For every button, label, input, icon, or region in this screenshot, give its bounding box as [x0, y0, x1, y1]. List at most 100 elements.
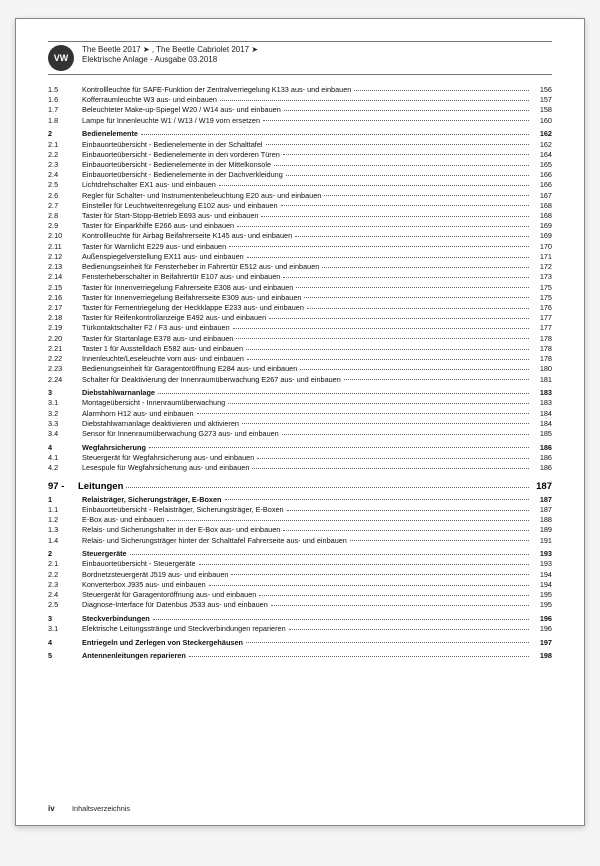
toc-page: 180: [532, 364, 552, 374]
leader-dots: [167, 520, 529, 521]
leader-dots: [246, 642, 529, 643]
page-number: iv: [48, 804, 70, 813]
toc-number: 1.3: [48, 525, 82, 535]
leader-dots: [228, 403, 529, 404]
leader-dots: [283, 154, 529, 155]
toc-title: Türkontaktschalter F2 / F3 aus- und einb…: [82, 323, 230, 333]
toc-page: 162: [532, 129, 552, 139]
toc-page: 186: [532, 453, 552, 463]
toc-title: E-Box aus- und einbauen: [82, 515, 164, 525]
toc-number: 2.16: [48, 293, 82, 303]
toc-title: Einsteller für Leuchtweitenregelung E102…: [82, 201, 278, 211]
leader-dots: [247, 257, 529, 258]
toc-row: 2.9Taster für Einparkhilfe E266 aus- und…: [48, 221, 552, 231]
toc-number: 2.12: [48, 252, 82, 262]
toc-title: Konverterbox J935 aus- und einbauen: [82, 580, 206, 590]
leader-dots: [242, 423, 529, 424]
toc-row: 2.5Diagnose-Interface für Datenbus J533 …: [48, 600, 552, 610]
toc-row: 3.1Montageübersicht - Innenraumüberwachu…: [48, 398, 552, 408]
toc-title: Einbauorteübersicht - Relaisträger, Sich…: [82, 505, 284, 515]
toc-title: Sensor für Innenraumüberwachung G273 aus…: [82, 429, 279, 439]
leader-dots: [283, 277, 529, 278]
toc-number: 2.14: [48, 272, 82, 282]
toc-page: 176: [532, 303, 552, 313]
toc-number: 4.2: [48, 463, 82, 473]
toc-title: Einbauorteübersicht - Bedienelemente in …: [82, 160, 271, 170]
toc-page: 195: [532, 600, 552, 610]
toc-title: Steckverbindungen: [82, 614, 150, 624]
toc-row: 2.11Taster für Warnlicht E229 aus- und e…: [48, 242, 552, 252]
toc-page: 175: [532, 293, 552, 303]
header-line1: The Beetle 2017 ➤ , The Beetle Cabriolet…: [82, 45, 258, 55]
section-97-header: 97 - Leitungen 187: [48, 481, 552, 492]
toc-block-1: 1.5Kontrollleuchte für SAFE-Funktion der…: [48, 85, 552, 473]
toc-page: 183: [532, 398, 552, 408]
toc-row: 3.2Alarmhorn H12 aus- und einbauen184: [48, 409, 552, 419]
toc-title: Taster für Einparkhilfe E266 aus- und ei…: [82, 221, 234, 231]
toc-page: 172: [532, 262, 552, 272]
toc-number: 2.21: [48, 344, 82, 354]
leader-dots: [126, 487, 529, 488]
toc-number: 2.1: [48, 559, 82, 569]
toc-row: 1.2E-Box aus- und einbauen188: [48, 515, 552, 525]
toc-page: 185: [532, 429, 552, 439]
leader-dots: [269, 318, 529, 319]
toc-number: 3.4: [48, 429, 82, 439]
toc-title: Kontrollleuchte für SAFE-Funktion der Ze…: [82, 85, 351, 95]
toc-page: 178: [532, 344, 552, 354]
toc-title: Elektrische Leitungsstränge und Steckver…: [82, 624, 286, 634]
toc-number: 2.13: [48, 262, 82, 272]
toc-page: 184: [532, 409, 552, 419]
leader-dots: [209, 585, 529, 586]
toc-page: 164: [532, 150, 552, 160]
toc-title: Taster für Fernentriegelung der Heckklap…: [82, 303, 304, 313]
toc-title: Innenleuchte/Leseleuchte vorn aus- und e…: [82, 354, 244, 364]
leader-dots: [247, 359, 529, 360]
leader-dots: [307, 308, 529, 309]
section-97-num: 97 -: [48, 481, 78, 492]
toc-row: 1.6Kofferraumleuchte W3 aus- und einbaue…: [48, 95, 552, 105]
toc-number: 5: [48, 651, 82, 661]
toc-number: 2.22: [48, 354, 82, 364]
toc-number: 2: [48, 129, 82, 139]
toc-number: 1.6: [48, 95, 82, 105]
toc-number: 2.5: [48, 600, 82, 610]
toc-number: 3: [48, 614, 82, 624]
leader-dots: [229, 246, 529, 247]
toc-number: 2.10: [48, 231, 82, 241]
toc-row: 1.3Relais- und Sicherungshalter in der E…: [48, 525, 552, 535]
toc-row: 2.22Innenleuchte/Leseleuchte vorn aus- u…: [48, 354, 552, 364]
toc-title: Bedienungseinheit für Fensterheber in Fa…: [82, 262, 319, 272]
toc-number: 4: [48, 638, 82, 648]
leader-dots: [233, 328, 529, 329]
toc-row: 2.1Einbauorteübersicht - Steuergeräte193: [48, 559, 552, 569]
toc-number: 1.4: [48, 536, 82, 546]
leader-dots: [189, 656, 529, 657]
toc-page: 165: [532, 160, 552, 170]
leader-dots: [130, 554, 529, 555]
toc-number: 2.19: [48, 323, 82, 333]
toc-row: 3.3Diebstahlwarnanlage deaktivieren und …: [48, 419, 552, 429]
toc-row: 4.2Lesespule für Wegfahrsicherung aus- u…: [48, 463, 552, 473]
toc-number: 1.8: [48, 116, 82, 126]
toc-row: 3Diebstahlwarnanlage183: [48, 388, 552, 398]
leader-dots: [263, 120, 529, 121]
toc-page: 198: [532, 651, 552, 661]
toc-number: 3: [48, 388, 82, 398]
toc-page: 156: [532, 85, 552, 95]
toc-page: 168: [532, 211, 552, 221]
toc-page: 170: [532, 242, 552, 252]
toc-title: Einbauorteübersicht - Bedienelemente in …: [82, 170, 283, 180]
toc-title: Diebstahlwarnanlage deaktivieren und akt…: [82, 419, 239, 429]
toc-row: 2.15Taster für Innenverriegelung Fahrers…: [48, 283, 552, 293]
toc-row: 2.20Taster für Startanlage E378 aus- und…: [48, 334, 552, 344]
toc-row: 1.8Lampe für Innenleuchte W1 / W13 / W19…: [48, 116, 552, 126]
toc-title: Einbauorteübersicht - Bedienelemente in …: [82, 150, 280, 160]
toc-number: 2.3: [48, 580, 82, 590]
toc-title: Diagnose-Interface für Datenbus J533 aus…: [82, 600, 268, 610]
toc-title: Relaisträger, Sicherungsträger, E-Boxen: [82, 495, 222, 505]
toc-number: 1.1: [48, 505, 82, 515]
toc-number: 4.1: [48, 453, 82, 463]
leader-dots: [296, 287, 529, 288]
toc-page: 178: [532, 334, 552, 344]
